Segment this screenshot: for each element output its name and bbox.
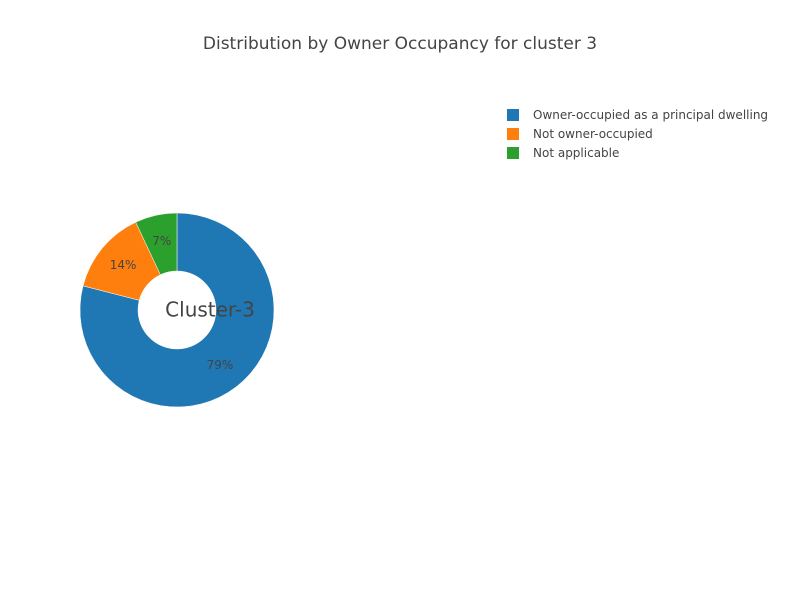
center-label: Cluster-3: [165, 298, 255, 322]
legend-swatch: [507, 108, 519, 121]
legend-swatch: [507, 127, 519, 140]
legend-label: Not owner-occupied: [533, 126, 653, 141]
chart-title: Distribution by Owner Occupancy for clus…: [202, 34, 598, 54]
donut-slice[interactable]: [135, 212, 178, 276]
legend-item-not-owner-occupied[interactable]: Not owner-occupied: [507, 124, 768, 143]
donut-slices: [79, 212, 275, 408]
legend-swatch: [507, 146, 519, 159]
slice-label: 14%: [110, 258, 137, 272]
legend-label: Not applicable: [533, 145, 620, 160]
legend-item-owner-occupied[interactable]: Owner-occupied as a principal dwelling: [507, 105, 768, 124]
slice-labels: 79% 14% 7%: [110, 234, 234, 372]
slice-label: 79%: [207, 358, 234, 372]
legend-label: Owner-occupied as a principal dwelling: [533, 107, 769, 122]
donut-slice[interactable]: [79, 212, 275, 408]
slice-label: 7%: [152, 234, 171, 248]
legend-item-not-applicable[interactable]: Not applicable: [507, 143, 768, 162]
legend: Owner-occupied as a principal dwelling N…: [507, 105, 768, 162]
